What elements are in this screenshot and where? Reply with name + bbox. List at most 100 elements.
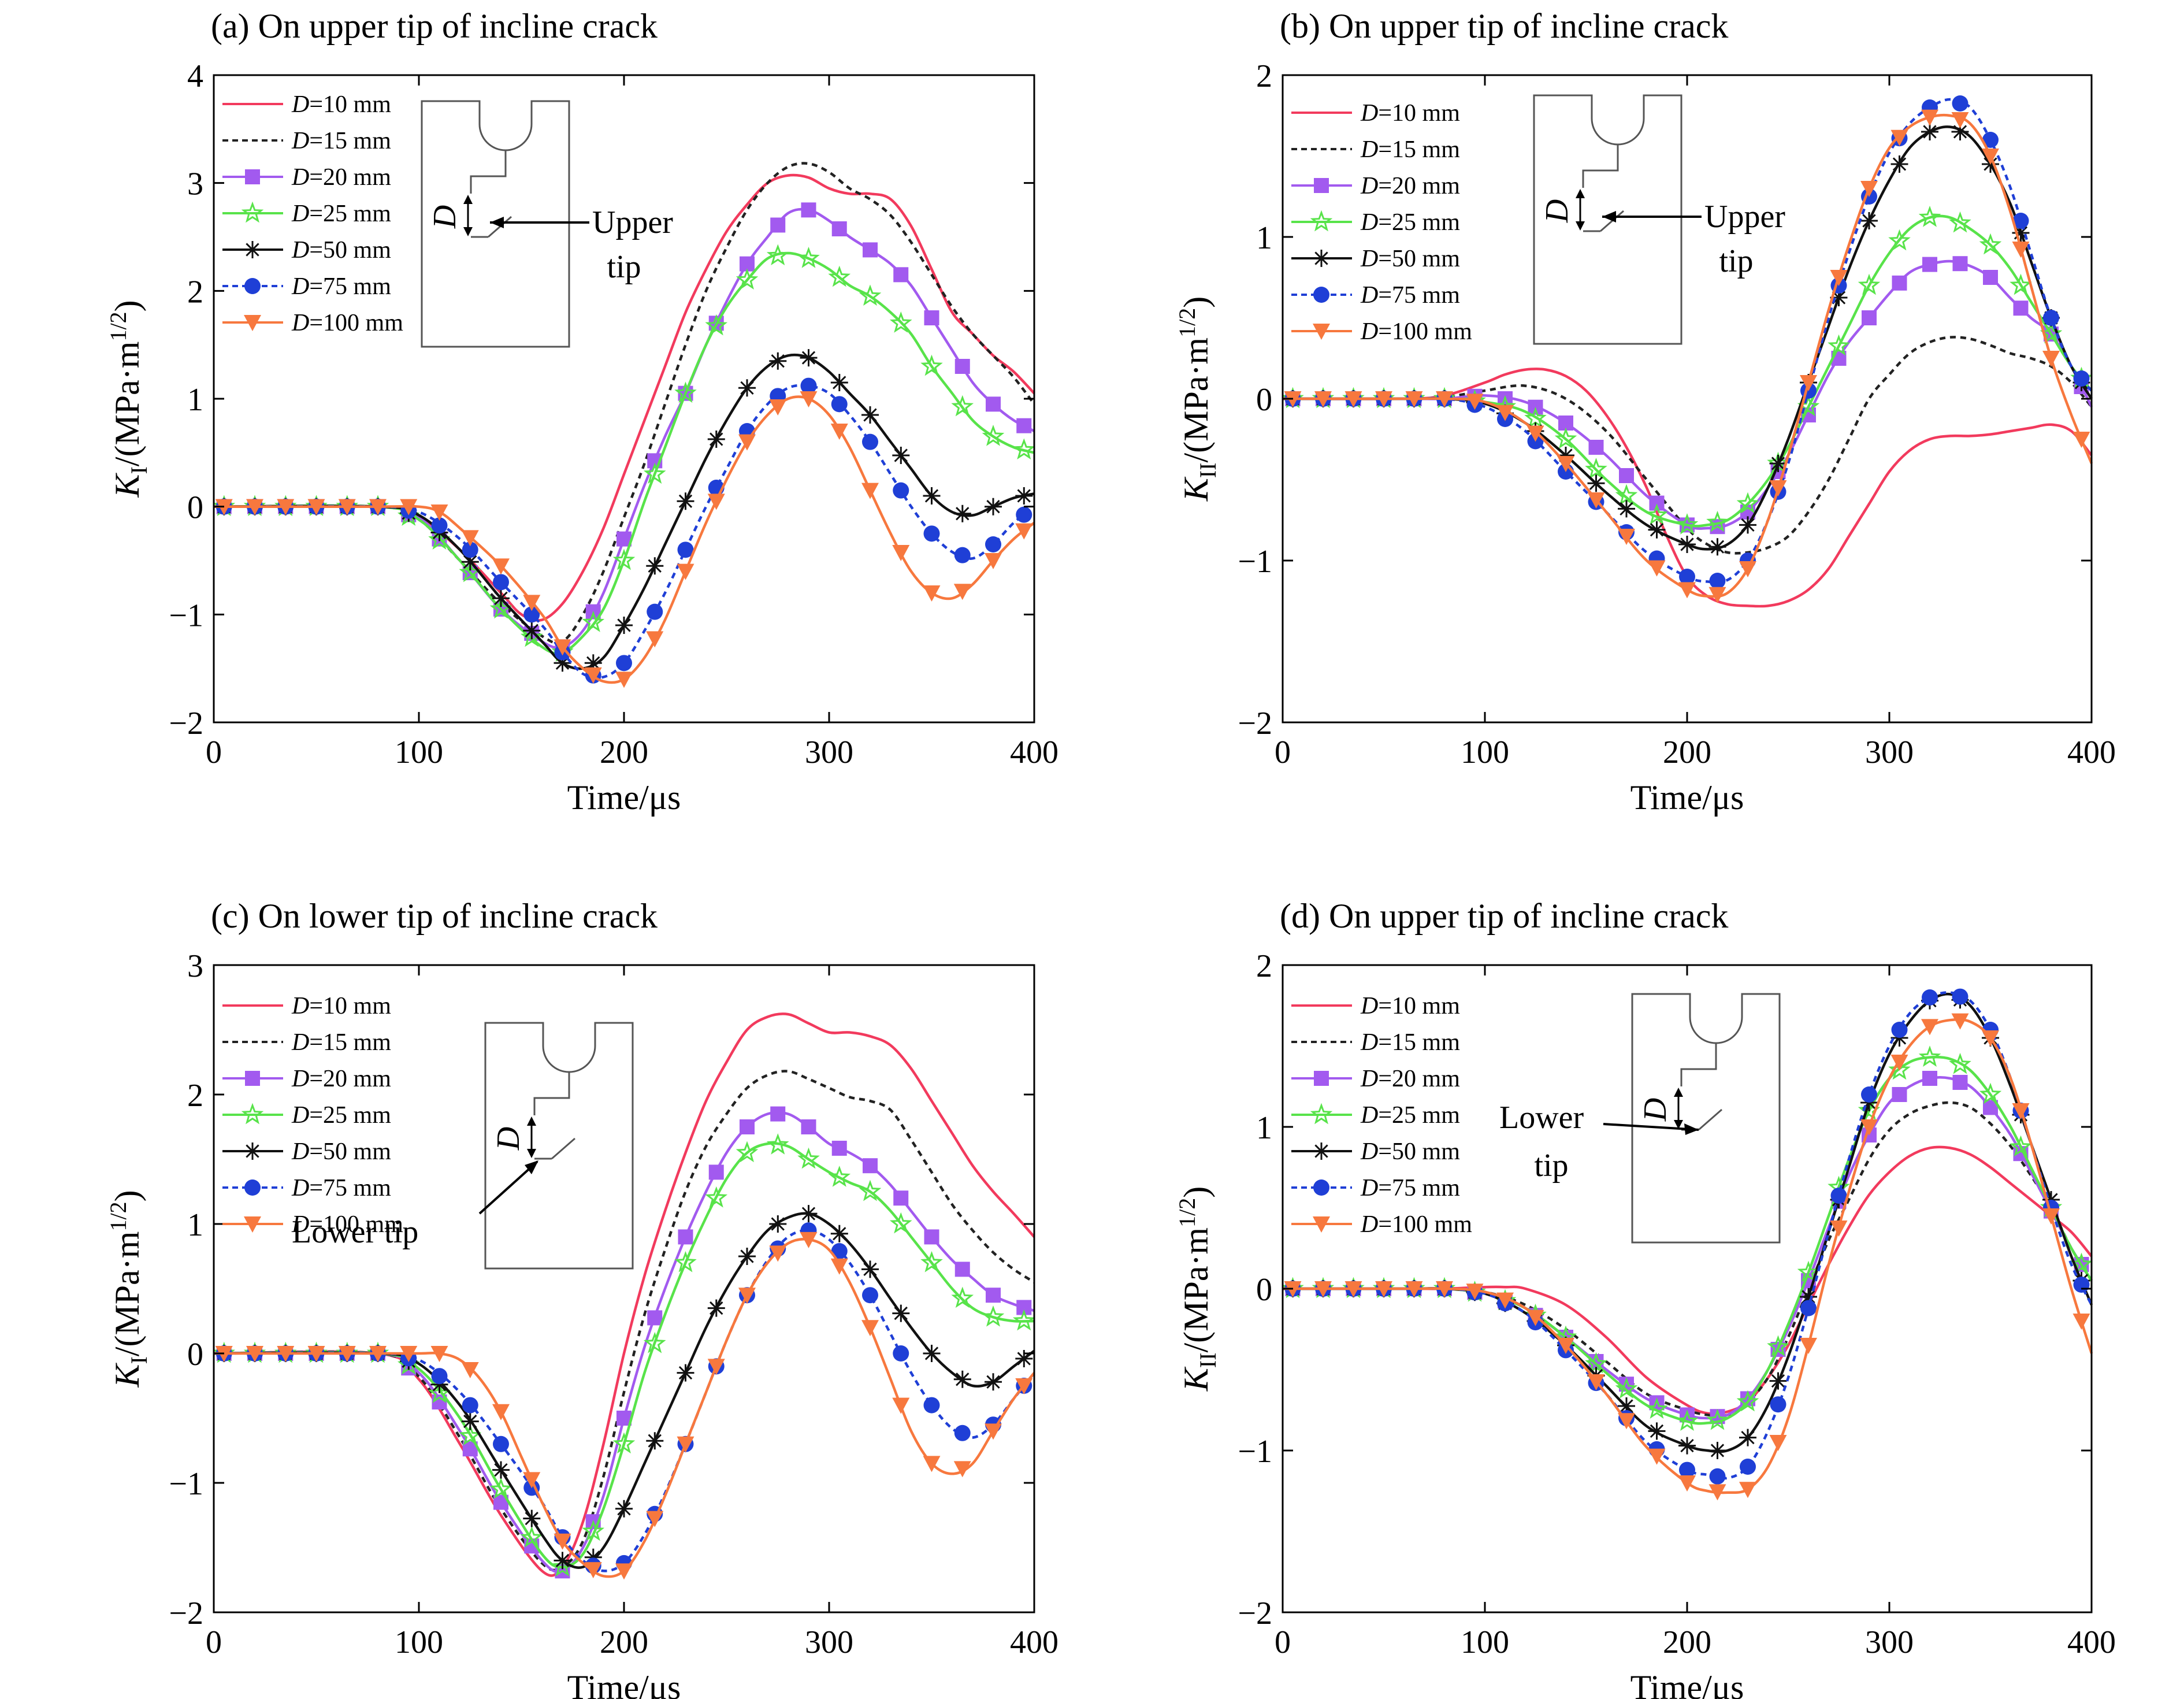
series-marker [1922,989,1938,1006]
series-marker [1858,273,1881,295]
series-marker [1888,1058,1911,1080]
series-marker [1706,1408,1729,1430]
series-marker [1739,516,1756,534]
series-marker [953,1461,971,1478]
y-label-close: ) [1177,296,1215,308]
series-marker [1676,513,1699,535]
y-tick-label: 3 [187,166,203,202]
legend-marker [244,241,261,258]
series-marker [554,1533,571,1550]
legend-label-d: D [1360,136,1378,163]
y-tick-label: −2 [1238,1596,1272,1631]
x-tick-label: 0 [1275,1624,1291,1660]
series-marker [1860,1119,1878,1136]
series-marker [2042,1208,2060,1225]
series-marker [953,504,971,522]
x-tick-label: 200 [1663,1624,1711,1660]
legend-label-value: =10 mm [1378,993,1460,1019]
series-marker [646,1511,664,1527]
legend-label-value: =15 mm [309,128,391,154]
series-marker [1646,1397,1668,1419]
series-marker [1648,521,1666,539]
series-marker [584,654,602,672]
y-label-close: ) [108,1190,146,1201]
series-line [1282,336,2093,555]
series-marker [2073,1277,2090,1293]
series-marker [766,1133,789,1155]
legend-marker [1314,178,1329,193]
series-marker [1619,468,1634,483]
series-marker [678,1229,693,1245]
x-tick-label: 300 [1865,1624,1914,1660]
legend-label: D=25 mm [291,1102,391,1129]
series-marker [1800,1288,1817,1305]
specimen-outline [484,1022,634,1270]
series-marker [924,310,939,325]
legend-label: D=75 mm [1360,1175,1460,1201]
series-marker [1676,1409,1699,1431]
series-marker [307,1346,325,1362]
series-marker [1767,1335,1789,1357]
series-marker [646,1432,664,1450]
series-marker [707,494,725,510]
series-marker [1375,391,1392,407]
series-line [214,1237,1035,1578]
series-marker [1648,1448,1666,1465]
series-marker [892,447,910,464]
x-axis-label: Time/μs [567,778,681,817]
series-marker [1646,503,1668,525]
series-marker [677,1364,694,1382]
legend-label: D=20 mm [1360,1066,1460,1092]
series-marker [797,1147,820,1169]
series-marker [523,1472,541,1489]
series-marker [2070,1252,2093,1274]
legend-label: D=20 mm [291,164,391,191]
series-marker [923,585,941,602]
series-marker [830,1258,848,1275]
series-marker [738,1288,756,1304]
series-marker [1769,480,1787,496]
series-marker [462,541,478,558]
series-marker [2073,370,2090,387]
arrowhead [1602,211,1616,222]
series-marker [1982,149,1999,165]
legend-marker [1313,1179,1329,1196]
series-marker [492,589,510,607]
series-marker [1679,1461,1695,1478]
legend-label-d: D [291,1102,309,1129]
series-marker [1982,1030,1999,1047]
series-marker [1922,257,1937,272]
series-marker [1830,1221,1848,1237]
series-marker [859,1179,882,1201]
y-tick-label: 0 [187,490,203,526]
series-marker [430,504,448,521]
series-marker [1951,1013,1969,1030]
series-marker [643,1331,666,1353]
series-marker [736,1141,759,1163]
y-tick-label: −1 [169,1466,203,1502]
arrowhead [1684,1123,1699,1135]
series-marker [800,391,818,407]
series-marker [677,541,694,558]
chart-panel: (d) On upper tip of incline crack 0 100 200… [1174,897,2116,1699]
series-marker [863,242,878,258]
y-label-unit: /(MPa·m [108,1231,146,1357]
series-marker [1983,270,1998,285]
x-tick-label: 400 [2067,1624,2116,1660]
series-marker [1405,1281,1423,1297]
series-line [213,1111,1035,1574]
series-marker [889,311,912,333]
series-marker [2010,1135,2032,1157]
y-axis-label: KII/(MPa·m1/2) [1174,1186,1221,1392]
incline-crack [551,1137,575,1160]
series-marker [520,1526,543,1548]
series-marker [616,655,632,672]
series-marker [1016,418,1032,433]
series-marker [1708,538,1726,556]
series-marker [1587,474,1605,492]
dimension-label: D [1539,199,1575,223]
series-marker [1314,1281,1332,1297]
legend-label-value: =25 mm [309,1102,391,1129]
series-marker [2010,273,2032,295]
pointer-arrow [478,1160,538,1215]
